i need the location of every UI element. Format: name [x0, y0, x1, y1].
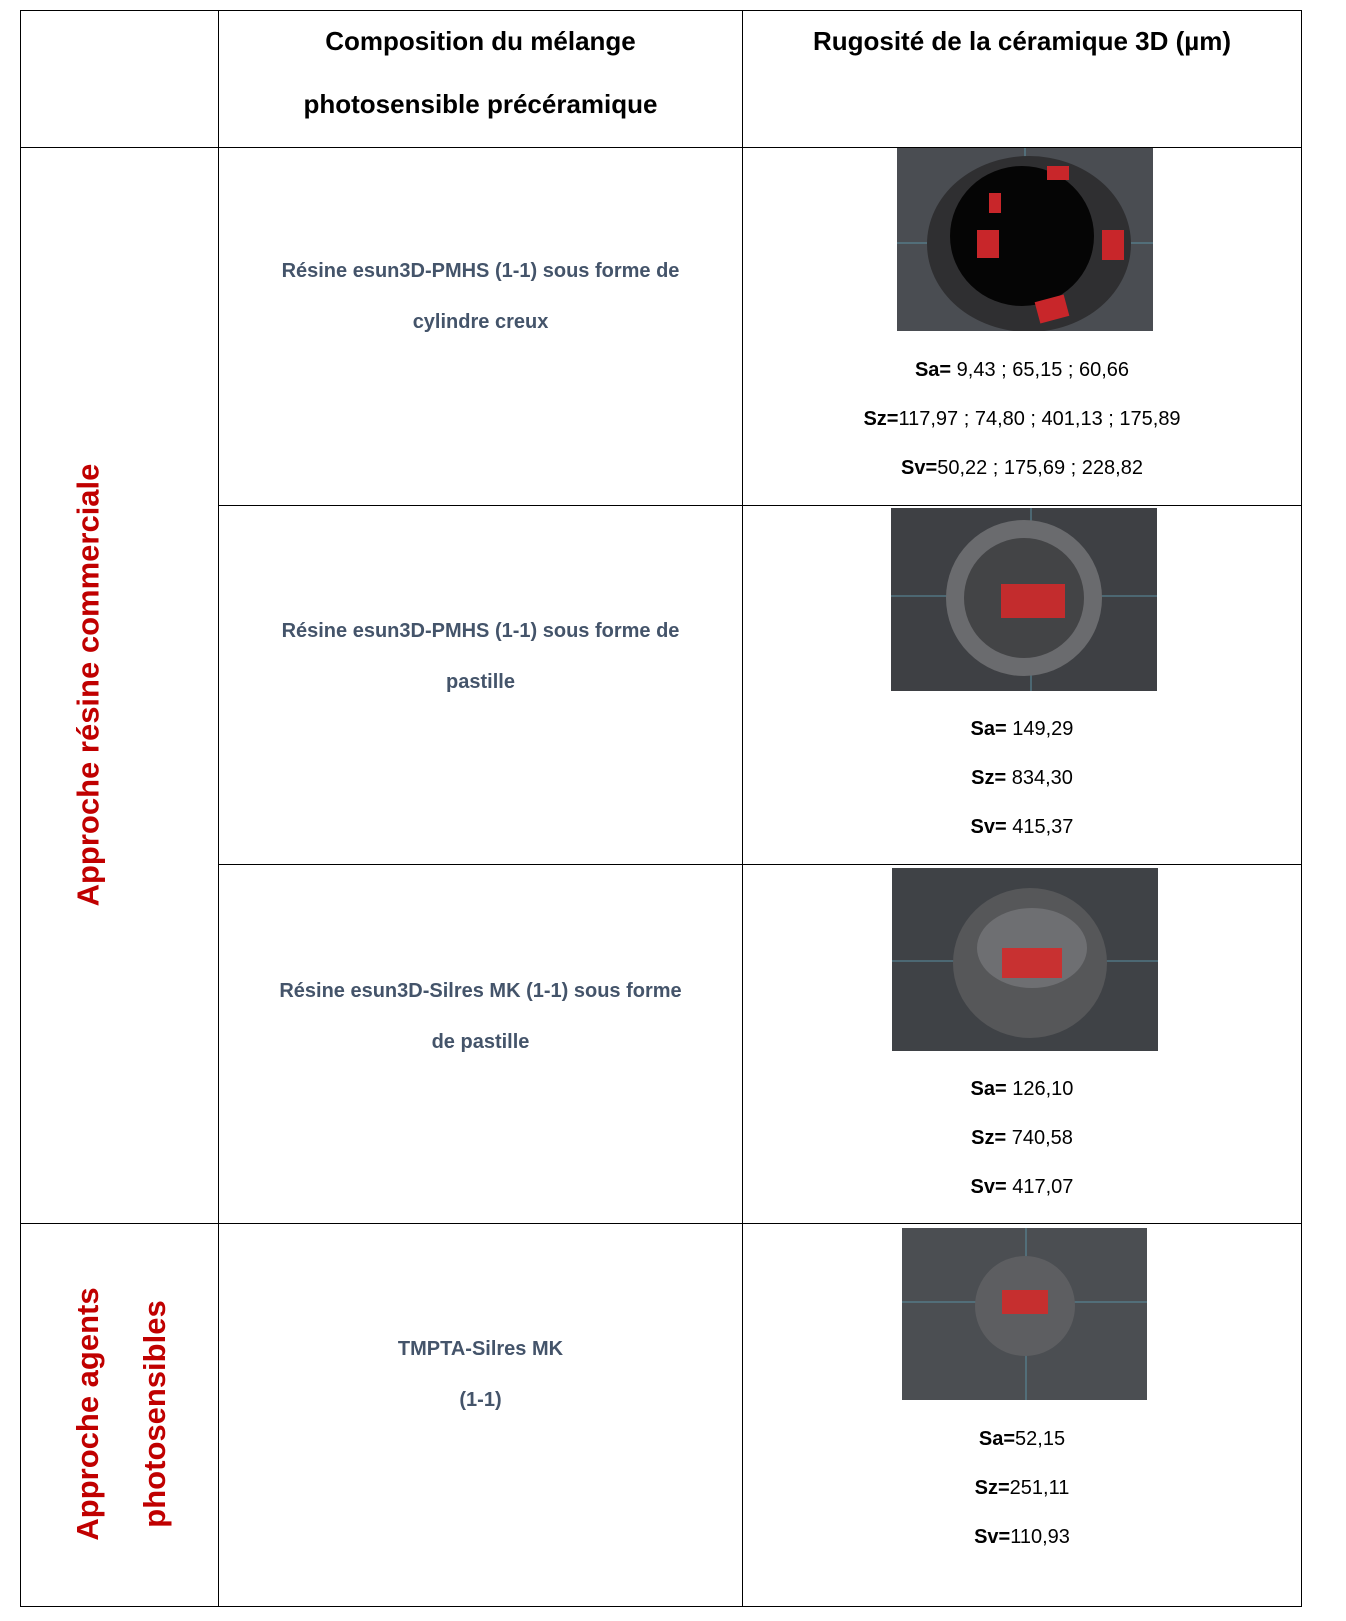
sample-photo — [891, 508, 1157, 691]
measure-value: 52,15 — [1015, 1428, 1066, 1450]
border — [218, 10, 219, 1607]
border — [20, 10, 1302, 11]
measure-value: 50,22 ; 175,69 ; 228,82 — [937, 457, 1143, 479]
measures: Sa=52,15 Sz=251,11 Sv=110,93 — [743, 1415, 1301, 1562]
sample-photo — [892, 868, 1158, 1051]
measure-line: Sa= 149,29 — [743, 705, 1301, 754]
group-label-line: Approche résine commerciale — [70, 463, 106, 907]
border — [20, 1223, 1302, 1224]
group-label-line: photosensibles — [137, 1300, 172, 1528]
measure-name: Sv= — [970, 1176, 1007, 1198]
composition-line: TMPTA-Silres MK — [397, 1338, 564, 1360]
composition: Résine esun3D-PMHS (1-1) sous forme de cy… — [219, 246, 742, 348]
measure-name: Sv= — [901, 457, 938, 479]
measure-value: 415,37 — [1006, 816, 1074, 838]
measure-name: Sz= — [974, 1477, 1010, 1499]
measure-name: Sv= — [974, 1526, 1011, 1548]
measure-line: Sv= 417,07 — [743, 1163, 1301, 1212]
measure-line: Sv=50,22 ; 175,69 ; 228,82 — [743, 444, 1301, 493]
border — [20, 10, 21, 1607]
composition: Résine esun3D-Silres MK (1-1) sous forme… — [219, 966, 742, 1068]
measure-value: 417,07 — [1006, 1176, 1074, 1198]
composition-line: pastille — [446, 671, 515, 693]
measure-name: Sz= — [971, 767, 1007, 789]
measure-value: 149,29 — [1006, 718, 1074, 740]
measure-value: 110,93 — [1010, 1526, 1070, 1548]
measure-line: Sz= 834,30 — [743, 754, 1301, 803]
composition-line: cylindre creux — [412, 311, 549, 333]
measure-value: 9,43 ; 65,15 ; 60,66 — [951, 359, 1130, 381]
border — [742, 10, 743, 1607]
measure-value: 117,97 ; 74,80 ; 401,13 ; 175,89 — [898, 408, 1181, 430]
composition: TMPTA-Silres MK (1-1) — [219, 1324, 742, 1426]
composition-line: Résine esun3D-PMHS (1-1) sous forme de — [281, 260, 680, 282]
composition: Résine esun3D-PMHS (1-1) sous forme de pa… — [219, 606, 742, 708]
measure-line: Sv=110,93 — [743, 1513, 1301, 1562]
border — [1301, 10, 1302, 1607]
sample-photo — [902, 1228, 1147, 1400]
measure-line: Sz= 740,58 — [743, 1114, 1301, 1163]
group-label: Approche résine commerciale — [55, 464, 122, 907]
measure-line: Sv= 415,37 — [743, 803, 1301, 852]
header-roughness: Rugosité de la céramique 3D (µm) — [812, 26, 1232, 56]
header-composition: Composition du mélange photosensible pré… — [303, 26, 658, 119]
measures: Sa= 149,29 Sz= 834,30 Sv= 415,37 — [743, 705, 1301, 852]
sample-photo — [897, 148, 1153, 331]
composition-line: Résine esun3D-Silres MK (1-1) sous forme — [279, 980, 682, 1002]
measure-name: Sz= — [863, 408, 899, 430]
measure-name: Sv= — [970, 816, 1007, 838]
composition-line: (1-1) — [459, 1389, 502, 1411]
border — [218, 505, 1302, 506]
measure-line: Sz=251,11 — [743, 1464, 1301, 1513]
measure-line: Sz=117,97 ; 74,80 ; 401,13 ; 175,89 — [743, 395, 1301, 444]
measure-value: 126,10 — [1006, 1078, 1074, 1100]
measures: Sa= 9,43 ; 65,15 ; 60,66 Sz=117,97 ; 74,8… — [743, 346, 1301, 493]
measure-name: Sa= — [970, 1078, 1007, 1100]
measure-name: Sa= — [978, 1428, 1016, 1450]
border — [20, 147, 1302, 148]
border — [20, 1606, 1302, 1607]
measure-line: Sa= 9,43 ; 65,15 ; 60,66 — [743, 346, 1301, 395]
measure-value: 251,11 — [1009, 1477, 1070, 1499]
measures: Sa= 126,10 Sz= 740,58 Sv= 417,07 — [743, 1065, 1301, 1212]
measure-name: Sz= — [971, 1127, 1007, 1149]
composition-line: de pastille — [431, 1031, 530, 1053]
measure-name: Sa= — [914, 359, 952, 381]
border — [218, 864, 1302, 865]
measure-line: Sa= 126,10 — [743, 1065, 1301, 1114]
group-label-line: Approche agents — [70, 1287, 105, 1541]
measure-value: 834,30 — [1006, 767, 1073, 789]
composition-line: Résine esun3D-PMHS (1-1) sous forme de — [281, 620, 680, 642]
measure-name: Sa= — [970, 718, 1007, 740]
group-label: Approche agents photosensibles — [54, 1287, 188, 1540]
measure-value: 740,58 — [1006, 1127, 1073, 1149]
measure-line: Sa=52,15 — [743, 1415, 1301, 1464]
